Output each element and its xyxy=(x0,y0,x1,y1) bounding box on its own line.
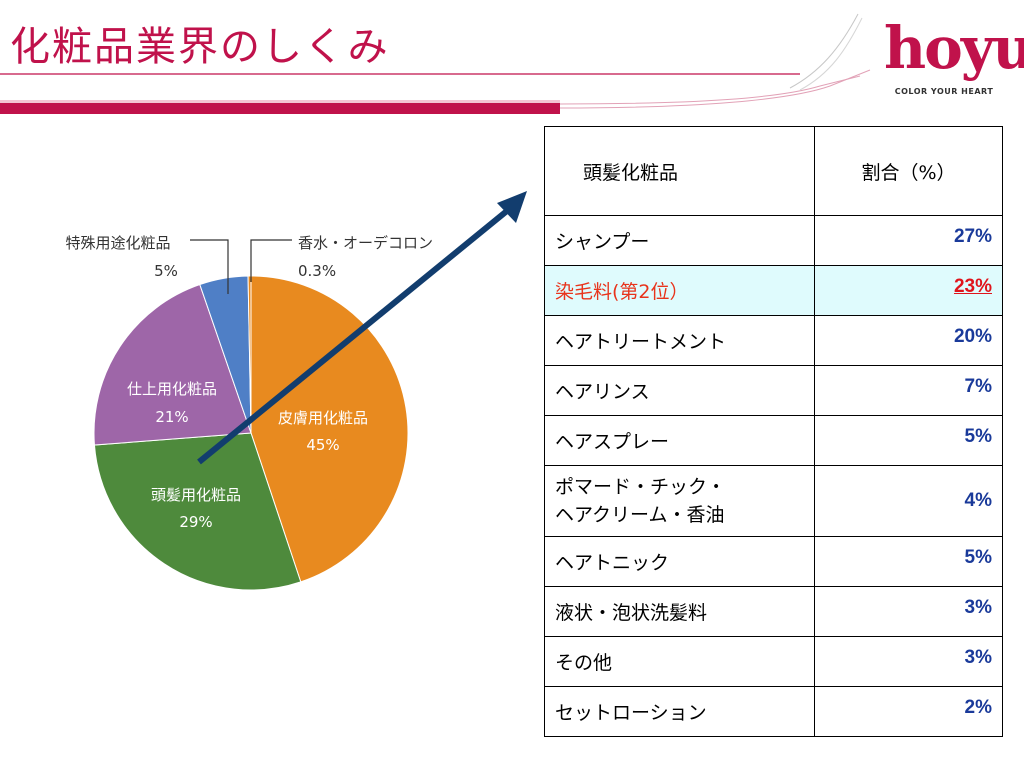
pie-label-makeup: 仕上用化粧品 xyxy=(127,380,217,398)
row-share: 23% xyxy=(814,265,1003,316)
row-share: 3% xyxy=(814,636,1003,687)
table-row: シャンプー 27% xyxy=(544,215,1003,266)
pie-label-perfume: 香水・オーデコロン xyxy=(298,234,433,252)
pie-slice-hair xyxy=(93,432,302,591)
row-category-line: ヘアクリーム・香油 xyxy=(555,504,725,526)
logo-tagline: COLOR YOUR HEART xyxy=(894,87,994,96)
row-share: 4% xyxy=(814,465,1003,537)
hair-cosmetics-table: 頭髪化粧品 割合（%） シャンプー 27% 染毛料(第2位） 23% ヘアトリー… xyxy=(544,126,1003,737)
table-row: ヘアトニック 5% xyxy=(544,536,1003,587)
table-row: ヘアスプレー 5% xyxy=(544,415,1003,466)
pie-value-hair: 29% xyxy=(179,513,212,531)
table-row: ヘアトリートメント 20% xyxy=(544,315,1003,366)
table-row: 液状・泡状洗髪料 3% xyxy=(544,586,1003,637)
row-share: 5% xyxy=(814,536,1003,587)
pie-label-special: 特殊用途化粧品 xyxy=(65,234,170,252)
row-share: 3% xyxy=(814,586,1003,637)
table-row-highlighted: 染毛料(第2位） 23% xyxy=(544,265,1003,316)
pie-slice-makeup xyxy=(93,283,252,446)
row-category: セットローション xyxy=(544,686,815,737)
pie-slices xyxy=(93,275,409,591)
table-row: セットローション 2% xyxy=(544,686,1003,737)
row-share: 2% xyxy=(814,686,1003,737)
header-decoration xyxy=(0,13,871,114)
cosmetics-pie-chart: 皮膚用化粧品 45% 頭髪用化粧品 29% 仕上用化粧品 21% 特殊用途化粧品… xyxy=(65,234,433,591)
pie-label-hair: 頭髪用化粧品 xyxy=(151,486,241,504)
row-category: ヘアリンス xyxy=(544,365,815,416)
leader-line-perfume xyxy=(250,239,292,282)
row-category: 液状・泡状洗髪料 xyxy=(544,586,815,637)
table-row: ポマード・チック・ ヘアクリーム・香油 4% xyxy=(544,465,1003,537)
header-category: 頭髪化粧品 xyxy=(544,126,815,216)
row-share: 5% xyxy=(814,415,1003,466)
table-header-row: 頭髪化粧品 割合（%） xyxy=(544,126,1003,216)
row-share: 7% xyxy=(814,365,1003,416)
row-category: ヘアスプレー xyxy=(544,415,815,466)
pie-value-special: 5% xyxy=(154,262,178,280)
row-category: シャンプー xyxy=(544,215,815,266)
slide-title: 化粧品業界のしくみ xyxy=(10,24,390,70)
row-category: その他 xyxy=(544,636,815,687)
row-category: 染毛料(第2位） xyxy=(544,265,815,316)
row-category: ポマード・チック・ ヘアクリーム・香油 xyxy=(544,465,815,537)
table-row: ヘアリンス 7% xyxy=(544,365,1003,416)
row-share: 20% xyxy=(814,315,1003,366)
row-category: ヘアトリートメント xyxy=(544,315,815,366)
header-share: 割合（%） xyxy=(814,126,1003,216)
row-category-line: ポマード・チック・ xyxy=(555,476,726,498)
pie-value-makeup: 21% xyxy=(155,408,188,426)
row-share: 27% xyxy=(814,215,1003,266)
pie-value-perfume: 0.3% xyxy=(298,262,336,280)
pie-slice-skin xyxy=(250,275,409,583)
row-category: ヘアトニック xyxy=(544,536,815,587)
table-row: その他 3% xyxy=(544,636,1003,687)
pie-label-skin: 皮膚用化粧品 xyxy=(278,409,368,427)
leader-line-special xyxy=(190,239,229,294)
pie-value-skin: 45% xyxy=(306,436,339,454)
